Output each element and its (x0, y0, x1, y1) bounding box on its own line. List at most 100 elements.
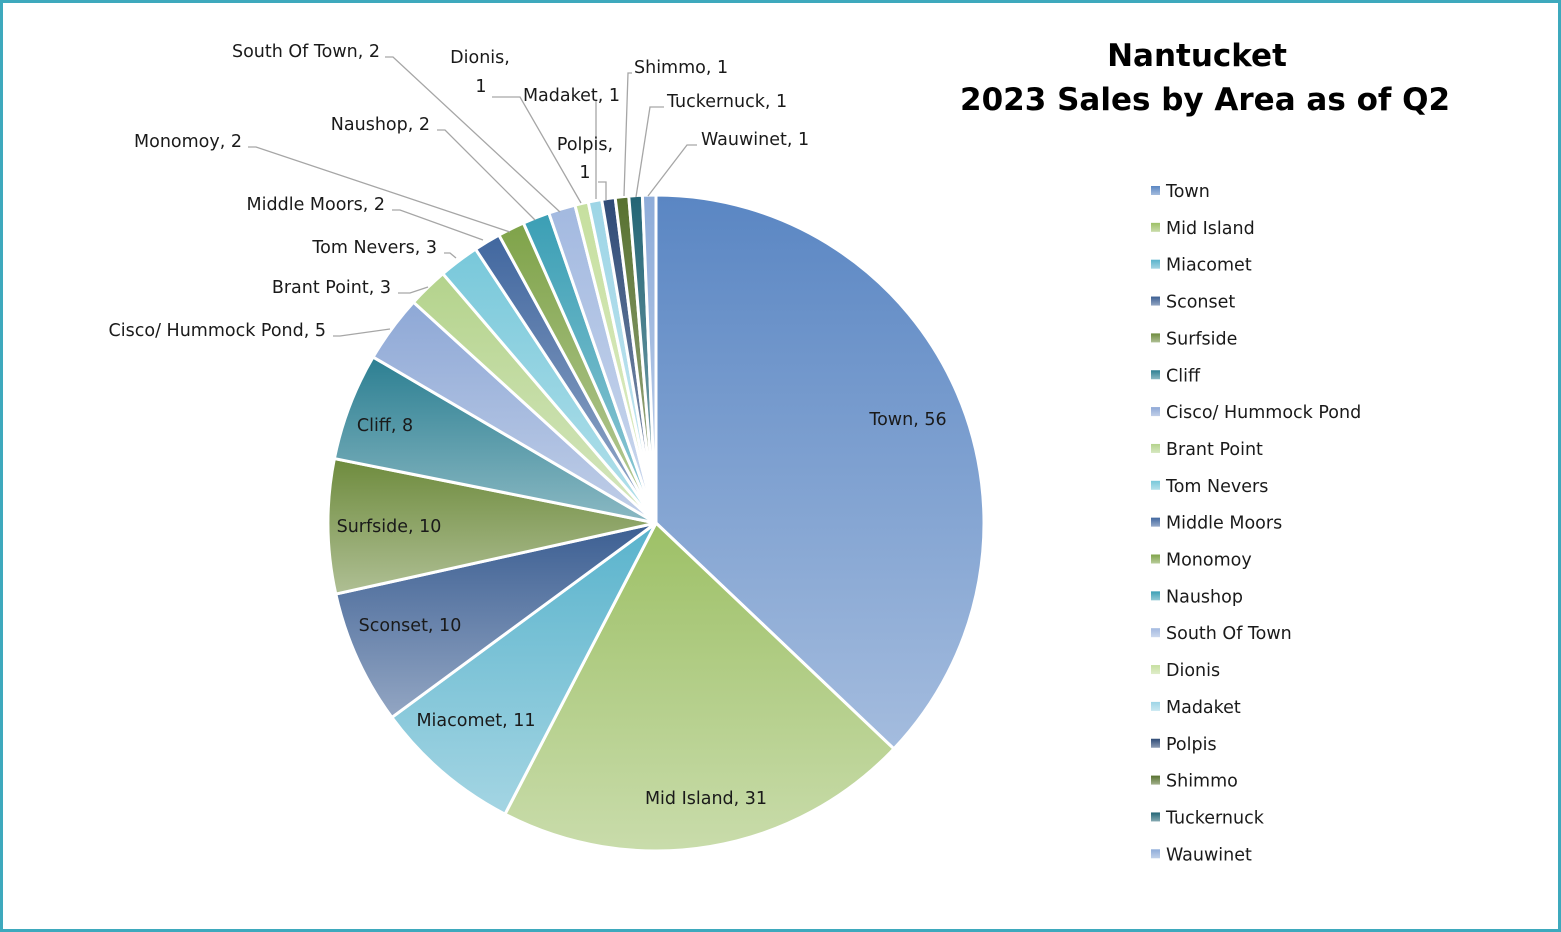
data-label-surfside: Surfside, 10 (337, 517, 442, 537)
data-labels: Town, 56 Mid Island, 31 Miacomet, 11 Sconse… (109, 42, 947, 809)
data-label-naushop: Naushop, 2 (331, 115, 430, 135)
data-label-madaket: Madaket, 1 (523, 86, 620, 106)
leader-line-polpis (598, 181, 607, 200)
pie-slice-sconset (334, 521, 658, 719)
legend-swatch-dionis (1151, 665, 1160, 675)
legend-label-middle-moors: Middle Moors (1166, 514, 1282, 534)
data-label-wauwinet: Wauwinet, 1 (701, 130, 809, 150)
legend-swatch-mid-island (1151, 222, 1160, 232)
pie-slice-surfside (326, 457, 658, 596)
legend-item-wauwinet: Wauwinet (1151, 845, 1252, 865)
legend-label-polpis: Polpis (1166, 735, 1217, 755)
legend-swatch-town (1151, 186, 1160, 195)
leader-line-brant-point (398, 286, 429, 294)
legend-label-tuckernuck: Tuckernuck (1165, 808, 1265, 828)
legend-item-cisco-hummock-pond: Cisco/ Hummock Pond (1151, 403, 1361, 423)
legend-label-cliff: Cliff (1166, 366, 1201, 386)
legend-item-monomoy: Monomoy (1151, 551, 1252, 571)
data-label-town: Town, 56 (868, 410, 946, 430)
data-label-south-of-town: South Of Town, 2 (232, 42, 380, 62)
legend-swatch-shimmo (1151, 775, 1160, 785)
data-label-brant-point: Brant Point, 3 (272, 278, 391, 298)
legend-swatch-sconset (1151, 296, 1160, 306)
legend-item-dionis: Dionis (1151, 661, 1220, 681)
chart-title-line-1: Nantucket (1107, 38, 1287, 74)
data-label-dionis-line-2: 1 (475, 77, 486, 97)
legend-label-south-of-town: South Of Town (1166, 624, 1292, 644)
legend-item-brant-point: Brant Point (1151, 440, 1263, 460)
legend-swatch-south-of-town (1151, 628, 1160, 638)
legend-label-dionis: Dionis (1166, 661, 1220, 681)
data-label-sconset: Sconset, 10 (359, 616, 462, 636)
chart-title-line-2: 2023 Sales by Area as of Q2 (960, 82, 1451, 118)
legend-item-middle-moors: Middle Moors (1151, 514, 1282, 534)
leader-line-monomoy (248, 146, 511, 233)
legend-label-naushop: Naushop (1166, 587, 1243, 607)
legend-label-wauwinet: Wauwinet (1166, 845, 1252, 865)
data-label-polpis-line-2: 1 (579, 163, 590, 183)
leader-line-tuckernuck (635, 106, 664, 198)
legend-item-polpis: Polpis (1151, 735, 1217, 755)
legend-label-miacomet: Miacomet (1166, 256, 1252, 276)
legend: Town Mid Island Miacomet Sconset Surfside Cli… (1151, 182, 1361, 865)
legend-label-brant-point: Brant Point (1166, 440, 1263, 460)
legend-label-shimmo: Shimmo (1166, 772, 1238, 792)
data-label-middle-moors: Middle Moors, 2 (247, 195, 385, 215)
legend-item-town: Town (1151, 182, 1210, 202)
leader-line-wauwinet (647, 144, 697, 197)
leader-lines (248, 56, 697, 337)
legend-swatch-miacomet (1151, 259, 1160, 269)
legend-label-cisco-hummock-pond: Cisco/ Hummock Pond (1166, 403, 1361, 423)
pie-slice-town (654, 193, 986, 751)
legend-swatch-middle-moors (1151, 517, 1160, 527)
legend-item-tom-nevers: Tom Nevers (1151, 477, 1268, 497)
pie-slice-miacomet (390, 521, 658, 816)
data-label-mid-island: Mid Island, 31 (645, 789, 767, 809)
legend-item-shimmo: Shimmo (1151, 772, 1238, 792)
legend-swatch-surfside (1151, 333, 1160, 343)
legend-label-town: Town (1165, 182, 1210, 202)
legend-item-sconset: Sconset (1151, 293, 1235, 313)
legend-swatch-wauwinet (1151, 849, 1160, 859)
data-label-polpis-line-1: Polpis, (557, 135, 613, 155)
legend-swatch-naushop (1151, 591, 1160, 601)
legend-label-mid-island: Mid Island (1166, 219, 1255, 239)
leader-line-dionis (492, 96, 582, 204)
legend-label-monomoy: Monomoy (1166, 551, 1252, 571)
legend-swatch-monomoy (1151, 554, 1160, 564)
legend-label-sconset: Sconset (1166, 293, 1235, 313)
legend-item-tuckernuck: Tuckernuck (1151, 808, 1265, 828)
legend-item-miacomet: Miacomet (1151, 256, 1252, 276)
legend-item-naushop: Naushop (1151, 587, 1243, 607)
leader-line-naushop (437, 129, 536, 221)
legend-swatch-tuckernuck (1151, 812, 1160, 822)
leader-line-middle-moors (392, 209, 484, 241)
data-label-tom-nevers: Tom Nevers, 3 (311, 238, 437, 258)
legend-swatch-tom-nevers (1151, 480, 1160, 490)
data-label-shimmo: Shimmo, 1 (634, 58, 728, 78)
legend-swatch-brant-point (1151, 443, 1160, 453)
data-label-miacomet: Miacomet, 11 (416, 711, 535, 731)
legend-item-surfside: Surfside (1151, 329, 1237, 349)
legend-label-tom-nevers: Tom Nevers (1165, 477, 1268, 497)
leader-line-shimmo (623, 72, 632, 197)
legend-swatch-cliff (1151, 370, 1160, 380)
leader-line-south-of-town (385, 56, 561, 213)
data-label-cliff: Cliff, 8 (357, 416, 413, 436)
legend-item-madaket: Madaket (1151, 698, 1241, 718)
chart-title: Nantucket 2023 Sales by Area as of Q2 (960, 34, 1451, 122)
legend-item-cliff: Cliff (1151, 366, 1201, 386)
data-label-cisco-hummock-pond: Cisco/ Hummock Pond, 5 (109, 321, 326, 341)
data-label-dionis-line-1: Dionis, (450, 48, 510, 68)
legend-swatch-polpis (1151, 738, 1160, 748)
leader-line-cisco-hummock-pond (333, 328, 391, 337)
legend-swatch-cisco-hummock-pond (1151, 407, 1160, 417)
leader-line-tom-nevers (444, 252, 457, 259)
pie-slice-mid-island (503, 521, 896, 853)
data-label-tuckernuck: Tuckernuck, 1 (666, 92, 787, 112)
data-label-monomoy: Monomoy, 2 (134, 132, 242, 152)
pie-slices (326, 193, 986, 853)
legend-swatch-madaket (1151, 701, 1160, 711)
